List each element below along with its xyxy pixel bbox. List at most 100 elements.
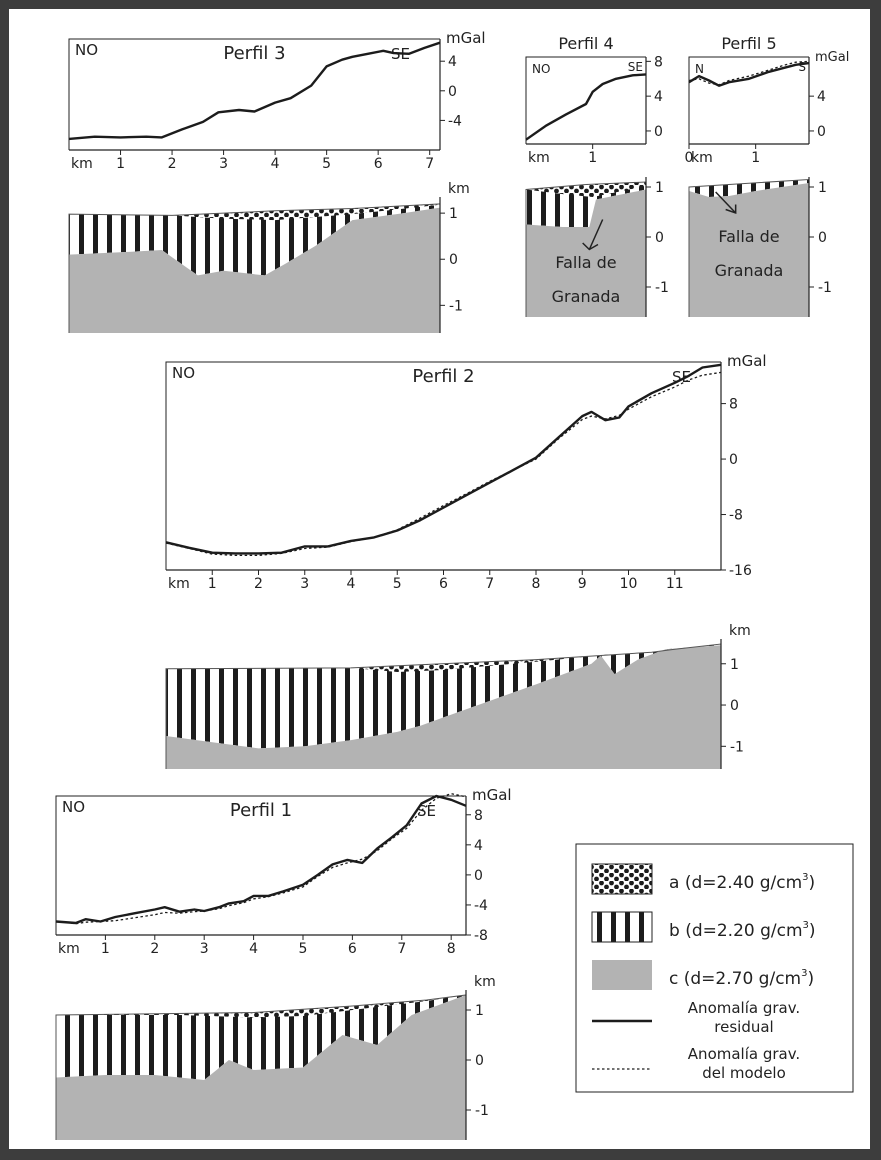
perfil2-x-tick-label-7: 8 (532, 576, 541, 592)
perfil3-y-tick-label-2: 4 (448, 54, 457, 70)
perfil5-annotation-arrow (715, 191, 737, 214)
perfil5-right-label: S (798, 60, 806, 74)
perfil2-layer-a (166, 644, 721, 672)
legend-residual-line2: residual (714, 1018, 773, 1036)
legend-label-b: b (d=2.20 g/cm3) (669, 920, 816, 941)
perfil2-y-tick-label-1: 0 (729, 452, 738, 468)
perfil4-section-tick-label-2: -1 (655, 280, 669, 296)
perfil4-left-label: NO (532, 62, 550, 76)
perfil1-y-tick-label-0: 8 (474, 808, 483, 824)
perfil1-x-tick-label-0: 1 (101, 941, 110, 957)
perfil1-x-tick-label-3: 4 (249, 941, 258, 957)
perfil2-graph-frame (165, 361, 721, 570)
perfil5-left-label: N (695, 62, 704, 76)
perfil1-y-tick-label-4: -8 (474, 928, 488, 944)
perfil1-right-label: SE (417, 802, 436, 820)
perfil3-x-tick-label-3: 4 (271, 156, 280, 172)
perfil1-unit: mGal (472, 786, 512, 804)
perfil3-section-tick-label-2: -1 (449, 298, 463, 314)
perfil1-series-residual (55, 794, 467, 925)
perfil4-section-tick-label-1: 0 (655, 230, 664, 246)
perfil4-graph-frame (525, 56, 646, 144)
perfil5-annotation-line1: Falla de (718, 227, 779, 246)
perfil4-y-tick-label-0: 8 (654, 54, 663, 70)
perfil3-x-tick-label-1: 2 (168, 156, 177, 172)
legend-model-line2: del modelo (702, 1064, 786, 1082)
perfil3-section-tick-label-1: 0 (449, 252, 458, 268)
perfil3-graph-frame (68, 38, 440, 150)
perfil5-graph-frame (688, 56, 809, 144)
perfil2-left-label: NO (172, 364, 195, 382)
perfil3-xlabel: km (71, 156, 93, 172)
perfil1-y-tick-label-3: -4 (474, 898, 488, 914)
perfil2-x-tick-label-5: 6 (439, 576, 448, 592)
legend-model-line1: Anomalía grav. (688, 1045, 800, 1063)
perfil2-xlabel: km (168, 576, 190, 592)
perfil4-annotation-arrow (588, 219, 604, 250)
perfil5-y-tick-label-0: 4 (817, 89, 826, 105)
perfil3-series-residual (68, 41, 441, 141)
perfil3-x-tick-label-0: 1 (116, 156, 125, 172)
perfil2-x-tick-label-3: 4 (347, 576, 356, 592)
perfil1-x-tick-label-4: 5 (299, 941, 308, 957)
perfil1-layer-b (56, 995, 466, 1080)
perfil1-section-tick-label-1: 0 (475, 1053, 484, 1069)
perfil5-layer-b (689, 179, 809, 197)
perfil3-x-tick-label-6: 7 (425, 156, 434, 172)
perfil2-x-tick-label-6: 7 (485, 576, 494, 592)
perfil4-annotation-arrowhead (582, 242, 599, 251)
perfil1-section-tick-label-0: 1 (475, 1003, 484, 1019)
perfil2-x-tick-label-8: 9 (578, 576, 587, 592)
perfil3-x-tick-label-2: 3 (219, 156, 228, 172)
perfil1-section-ylabel: km (474, 974, 496, 990)
perfil2-y-tick-label-3: -16 (729, 563, 752, 579)
perfil4-layer-a (526, 182, 646, 197)
perfil2-x-tick-label-0: 1 (208, 576, 217, 592)
legend-residual-line1: Anomalía grav. (688, 999, 800, 1017)
perfil1-x-tick-label-2: 3 (200, 941, 209, 957)
perfil2-section-tick-label-0: 1 (730, 657, 739, 673)
perfil1-graph-frame (55, 795, 466, 935)
legend-label-a: a (d=2.40 g/cm3) (669, 872, 815, 893)
perfil1-left-label: NO (62, 798, 85, 816)
perfil5-series-residual (688, 61, 810, 87)
perfil1-x-tick-label-1: 2 (150, 941, 159, 957)
perfil5-annotation-arrowhead (725, 204, 737, 215)
perfil2-unit: mGal (727, 352, 767, 370)
perfil5-x-tick-label-1: 1 (751, 150, 760, 166)
perfil4-x-tick-label-0: 1 (588, 150, 597, 166)
legend-swatch-a (591, 863, 653, 895)
figure-sheet: Perfil 3 NO SE mGal -4 0 4 km 1 2 3 4 5 6 7 km 1 0 -1 Perfi… (9, 9, 870, 1149)
perfil1-title: Perfil 1 (230, 800, 292, 821)
perfil4-title: Perfil 4 (558, 34, 613, 53)
perfil3-title: Perfil 3 (223, 43, 285, 64)
perfil1-x-tick-label-7: 8 (447, 941, 456, 957)
perfil3-section-tick-label-0: 1 (449, 206, 458, 222)
perfil1-xlabel: km (58, 941, 80, 957)
perfil3-x-tick-label-4: 5 (322, 156, 331, 172)
perfil2-layer-b (166, 644, 721, 749)
perfil3-y-tick-label-1: 0 (448, 84, 457, 100)
perfil2-section-outline (165, 643, 722, 769)
perfil5-unit: mGal (815, 50, 849, 65)
perfil5-y-tick-label-1: 0 (817, 124, 826, 140)
perfil2-x-tick-label-4: 5 (393, 576, 402, 592)
perfil4-right-label: SE (628, 60, 643, 74)
perfil2-x-tick-label-1: 2 (254, 576, 263, 592)
perfil3-x-tick-label-5: 6 (374, 156, 383, 172)
perfil3-layer-b (69, 203, 440, 276)
perfil5-section-tick-label-1: 0 (818, 230, 827, 246)
perfil4-annotation-line2: Granada (552, 287, 621, 306)
perfil5-annotation-line2: Granada (715, 261, 784, 280)
perfil1-layer-a (56, 995, 466, 1018)
perfil2-x-tick-label-9: 10 (620, 576, 638, 592)
perfil2-y-tick-label-2: -8 (729, 508, 743, 524)
perfil4-xlabel: km (528, 150, 550, 166)
perfil5-layer-c (689, 183, 809, 317)
perfil1-layer-c (56, 995, 466, 1140)
perfil4-section-tick-label-0: 1 (655, 180, 664, 196)
perfil2-layer-c (166, 645, 721, 769)
perfil2-title: Perfil 2 (412, 366, 474, 387)
